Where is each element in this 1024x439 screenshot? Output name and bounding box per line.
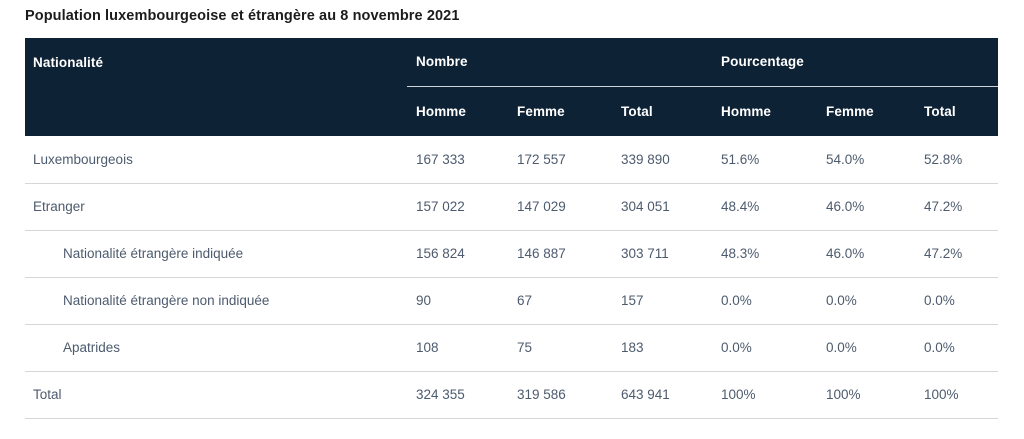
cell-pourcentage-homme: 48.3% — [712, 230, 818, 278]
column-header-nombre-homme: Homme — [407, 86, 508, 136]
row-label: Etranger — [25, 183, 407, 231]
cell-pourcentage-femme: 46.0% — [817, 230, 916, 278]
row-label: Total — [25, 371, 407, 419]
cell-nombre-total: 157 — [612, 277, 713, 325]
cell-pourcentage-total: 47.2% — [915, 183, 999, 231]
cell-nombre-total: 643 941 — [612, 371, 713, 419]
cell-pourcentage-total: 100% — [915, 371, 999, 419]
column-header-nationalite: Nationalité — [25, 38, 407, 136]
page: Population luxembourgeoise et étrangère … — [25, 8, 999, 419]
cell-nombre-femme: 67 — [508, 277, 612, 325]
column-header-nombre-femme: Femme — [508, 86, 612, 136]
cell-nombre-total: 339 890 — [612, 136, 713, 184]
cell-pourcentage-femme: 100% — [817, 371, 916, 419]
row-label: Nationalité étrangère indiquée — [25, 230, 407, 278]
cell-nombre-total: 303 711 — [612, 230, 713, 278]
cell-nombre-femme: 172 557 — [508, 136, 612, 184]
cell-nombre-femme: 75 — [508, 324, 612, 372]
cell-nombre-homme: 108 — [407, 324, 508, 372]
table-row-luxembourgeois: Luxembourgeois 167 333 172 557 339 890 5… — [25, 136, 999, 184]
cell-pourcentage-homme: 0.0% — [712, 277, 818, 325]
population-table: Nationalité Nombre Pourcentage Homme Fem… — [25, 38, 999, 419]
table-row-apatrides: Apatrides 108 75 183 0.0% 0.0% 0.0% — [25, 324, 999, 372]
table-row-nationalite-etrangere-indiquee: Nationalité étrangère indiquée 156 824 1… — [25, 230, 999, 278]
cell-pourcentage-femme: 46.0% — [817, 183, 916, 231]
cell-nombre-femme: 319 586 — [508, 371, 612, 419]
cell-nombre-total: 304 051 — [612, 183, 713, 231]
cell-pourcentage-femme: 0.0% — [817, 277, 916, 325]
column-group-nombre: Nombre — [407, 38, 713, 87]
row-label: Apatrides — [25, 324, 407, 372]
column-header-pourcentage-total: Total — [915, 86, 999, 136]
cell-nombre-homme: 324 355 — [407, 371, 508, 419]
column-group-pourcentage: Pourcentage — [712, 38, 999, 87]
column-header-pourcentage-homme: Homme — [712, 86, 818, 136]
row-label: Nationalité étrangère non indiquée — [25, 277, 407, 325]
header-sub-row: Homme Femme Total Homme Femme Total — [25, 86, 999, 136]
cell-pourcentage-total: 0.0% — [915, 324, 999, 372]
cell-nombre-homme: 167 333 — [407, 136, 508, 184]
table-header: Nationalité Nombre Pourcentage Homme Fem… — [25, 38, 999, 136]
table-row-etranger: Etranger 157 022 147 029 304 051 48.4% 4… — [25, 183, 999, 231]
cell-nombre-homme: 90 — [407, 277, 508, 325]
cell-pourcentage-total: 52.8% — [915, 136, 999, 184]
row-label: Luxembourgeois — [25, 136, 407, 184]
cell-pourcentage-homme: 100% — [712, 371, 818, 419]
cell-pourcentage-total: 47.2% — [915, 230, 999, 278]
header-group-row: Nationalité Nombre Pourcentage — [25, 38, 999, 136]
cell-nombre-femme: 146 887 — [508, 230, 612, 278]
column-header-nombre-total: Total — [612, 86, 713, 136]
column-header-pourcentage-femme: Femme — [817, 86, 916, 136]
cell-nombre-femme: 147 029 — [508, 183, 612, 231]
cell-pourcentage-femme: 54.0% — [817, 136, 916, 184]
cell-nombre-total: 183 — [612, 324, 713, 372]
cell-pourcentage-total: 0.0% — [915, 277, 999, 325]
table-row-total: Total 324 355 319 586 643 941 100% 100% … — [25, 371, 999, 419]
table-body: Luxembourgeois 167 333 172 557 339 890 5… — [25, 136, 999, 419]
cell-nombre-homme: 157 022 — [407, 183, 508, 231]
cell-pourcentage-homme: 48.4% — [712, 183, 818, 231]
cell-nombre-homme: 156 824 — [407, 230, 508, 278]
cell-pourcentage-homme: 51.6% — [712, 136, 818, 184]
cell-pourcentage-femme: 0.0% — [817, 324, 916, 372]
cell-pourcentage-homme: 0.0% — [712, 324, 818, 372]
table-row-nationalite-etrangere-non-indiquee: Nationalité étrangère non indiquée 90 67… — [25, 277, 999, 325]
page-title: Population luxembourgeoise et étrangère … — [25, 8, 460, 24]
